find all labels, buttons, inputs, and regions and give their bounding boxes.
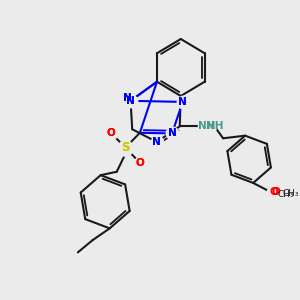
Text: CH₃: CH₃ — [282, 189, 298, 198]
Text: N: N — [152, 137, 161, 147]
Text: N: N — [168, 128, 176, 138]
Text: O: O — [272, 187, 281, 197]
Text: O: O — [106, 128, 115, 138]
Text: O: O — [106, 128, 115, 138]
Text: O: O — [136, 158, 144, 168]
Text: N: N — [123, 93, 132, 103]
Text: N: N — [178, 97, 187, 107]
Text: NH: NH — [199, 121, 216, 131]
Text: N: N — [152, 137, 161, 147]
Text: N: N — [178, 97, 187, 107]
Text: CH₃: CH₃ — [278, 190, 294, 200]
Text: NH: NH — [206, 121, 223, 131]
Text: N: N — [123, 93, 132, 103]
Text: O: O — [136, 158, 144, 168]
Text: N: N — [168, 128, 176, 138]
Text: S: S — [121, 141, 130, 154]
Text: N: N — [126, 96, 135, 106]
Text: S: S — [121, 141, 130, 154]
Text: N: N — [126, 96, 135, 106]
Text: O: O — [269, 187, 278, 197]
